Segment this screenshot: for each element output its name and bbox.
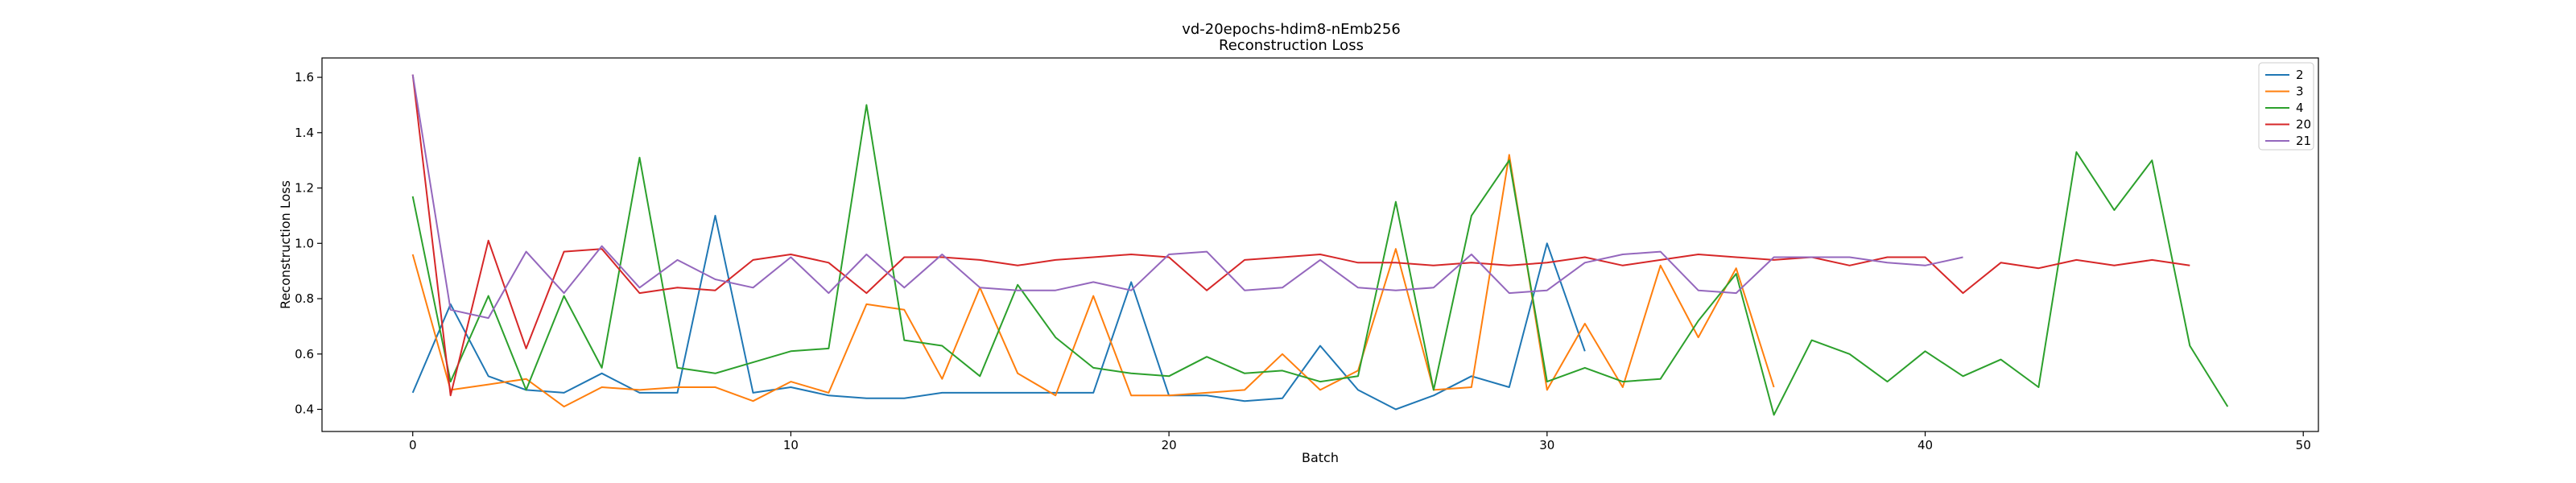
series-line-21 — [411, 74, 1963, 320]
x-axis-label: Batch — [1302, 450, 1339, 465]
x-tick-label: 40 — [1918, 438, 1933, 452]
y-tick-label: 1.4 — [295, 126, 314, 140]
x-tick-label: 30 — [1539, 438, 1554, 452]
y-axis-label: Reconstruction Loss — [278, 180, 293, 309]
y-tick-label: 1.6 — [295, 70, 314, 85]
legend-label-21: 21 — [2296, 134, 2311, 148]
y-tick-label: 0.4 — [295, 402, 314, 417]
legend-label-4: 4 — [2296, 101, 2304, 115]
legend-label-3: 3 — [2296, 85, 2304, 99]
legend-label-2: 2 — [2296, 68, 2304, 82]
y-axis: 0.4 0.6 0.8 1.0 1.2 1.4 1.6 — [295, 70, 322, 417]
series-line-20 — [411, 74, 2190, 397]
y-tick-label: 0.6 — [295, 347, 314, 361]
y-tick-label: 1.2 — [295, 181, 314, 196]
x-tick-label: 20 — [1162, 438, 1177, 452]
chart-subtitle: Reconstruction Loss — [1219, 37, 1364, 54]
series-line-4 — [411, 104, 2229, 416]
x-axis: 0 10 20 30 40 50 — [409, 431, 2311, 452]
series-line-3 — [411, 154, 1775, 408]
legend-label-20: 20 — [2296, 118, 2311, 132]
y-tick-label: 0.8 — [295, 291, 314, 306]
legend-frame — [2258, 62, 2314, 151]
legend: 2 3 4 20 21 — [2258, 62, 2314, 151]
plot-frame — [321, 57, 2319, 432]
x-tick-label: 50 — [2296, 438, 2311, 452]
x-tick-label: 10 — [783, 438, 799, 452]
x-tick-label: 0 — [409, 438, 417, 452]
plot-area — [411, 74, 2229, 416]
chart-title: vd-20epochs-hdim8-nEmb256 — [1182, 21, 1401, 38]
series-line-2 — [411, 214, 1586, 411]
y-tick-label: 1.0 — [295, 236, 314, 250]
